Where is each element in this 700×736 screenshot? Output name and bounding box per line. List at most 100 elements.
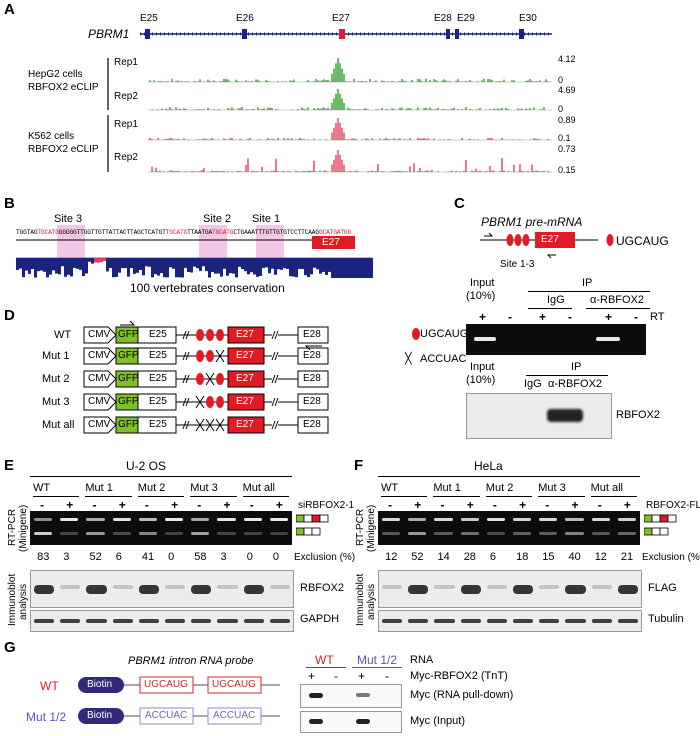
c-rbfox2-blot [466,393,612,439]
e-sign: - [144,498,149,512]
conservation-bar [31,258,34,270]
conservation-bar [163,258,166,278]
e-exclusion-value: 0 [246,551,253,563]
conservation-bar [19,258,22,269]
conservation-bar [220,258,223,277]
conservation-bar [355,258,358,278]
f-exclusion-value: 40 [568,551,581,563]
conservation-bar [142,258,145,276]
exclusion-band [591,532,610,535]
scale-min-4: 0.15 [558,165,576,175]
exclusion-band [243,532,262,535]
e-blot-top [30,570,294,608]
f-group-label: Mut 2 [485,482,514,494]
conservation-bar [232,258,235,274]
conservation-bar [103,258,106,262]
conservation-bar [76,258,79,269]
e28-label: E28 [303,373,321,384]
conservation-bar [301,258,304,269]
panel-label-e: E [4,457,15,474]
conservation-bar [73,258,76,268]
conservation-bar [256,258,259,277]
mutation-mark [215,349,225,363]
e-exclusion-value: 83 [37,551,50,563]
e-group-label: WT [33,482,51,494]
e-blot-top-label: RBFOX2 [300,582,345,594]
e-blot-bottom [30,610,294,632]
blot-band [408,619,429,623]
exclusion-band [486,532,505,535]
c-igg-label: IgG [547,294,565,306]
legend-marks [412,328,420,340]
scale-max-3: 0.89 [558,115,576,125]
e25-label: E25 [149,350,167,361]
conservation-bar [247,258,250,275]
c-sign: - [634,310,638,324]
exclusion-band [617,532,636,535]
inclusion-band [112,518,131,521]
inclusion-band [60,518,79,521]
f-exclusion-value: 15 [542,551,555,563]
hepg2-rep1-label: Rep1 [114,57,138,68]
conservation-bar [40,258,43,271]
exon-box-e28 [446,29,450,39]
e-sign: - [92,498,97,512]
exclusion-band [408,532,427,535]
g-sign: + [358,669,366,683]
exon-e27-label: E27 [322,237,340,248]
conservation-bar [205,258,208,272]
blot-band [112,585,133,589]
conservation-bar [304,258,307,276]
g-sign: - [385,669,389,683]
conservation-bar [313,258,316,268]
gfp-label: GFP [118,329,139,340]
blot-band [382,619,403,623]
conservation-bar [85,258,88,274]
conservation-bar [331,258,334,278]
c-sign: + [605,310,613,324]
conservation-bar [217,258,220,274]
inclusion-band [217,518,236,521]
e28-label: E28 [303,350,321,361]
cmv-label: CMV [88,419,111,430]
blot-band [617,585,638,594]
conservation-bar [127,258,130,277]
e-cell-line: U-2 OS [126,459,167,473]
f-blot-bottom [378,610,642,632]
blot-band [486,585,507,589]
exon-label-e29: E29 [457,13,475,24]
blot-band [539,619,560,623]
e-rtpcr-side: RT-PCR (Minigene) [7,504,29,552]
f-exclusion-value: 6 [489,551,497,563]
blot-band [138,619,159,623]
conservation-bar [151,258,154,278]
exclusion-band [165,532,184,535]
e-sign: + [66,498,74,512]
blot-band [356,719,370,724]
e25-label: E25 [149,329,167,340]
f-sign: + [414,498,422,512]
conservation-bar [343,258,346,278]
conservation-bar [97,258,100,263]
d-legend-motif: UGCAUG [420,328,469,340]
f-group-label: WT [381,482,399,494]
g-sign: + [308,669,316,683]
inclusion-band [565,518,584,521]
e-sign: + [118,498,126,512]
f-group-label: Mut 1 [433,482,461,494]
blot-band [138,585,159,594]
conservation-bar [349,258,352,278]
conservation-bar [172,258,175,269]
conservation-bar [337,258,340,278]
conservation-bar [280,258,283,270]
e-group-label: Mut all [242,482,275,494]
e27-box [227,326,265,344]
conservation-bar [223,258,226,269]
c-sites-label: Site 1-3 [500,259,535,270]
exon-box-e26 [242,29,247,39]
blot-band [434,619,455,623]
conservation-bar [184,258,187,268]
inclusion-band [382,518,401,521]
ugcaug-site [206,329,214,341]
e-treatment: siRBFOX2-1 [298,500,355,511]
